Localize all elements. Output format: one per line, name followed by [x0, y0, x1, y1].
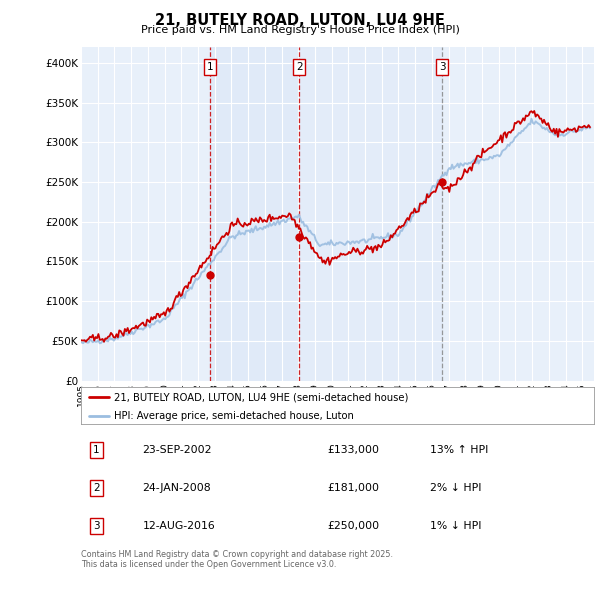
Text: £133,000: £133,000 [327, 445, 379, 455]
Text: 24-JAN-2008: 24-JAN-2008 [143, 483, 211, 493]
Text: 1% ↓ HPI: 1% ↓ HPI [430, 521, 481, 531]
Text: 2: 2 [296, 62, 302, 72]
Text: 3: 3 [439, 62, 446, 72]
Text: 23-SEP-2002: 23-SEP-2002 [143, 445, 212, 455]
Text: 2: 2 [93, 483, 100, 493]
Text: 1: 1 [207, 62, 214, 72]
Text: Contains HM Land Registry data © Crown copyright and database right 2025.
This d: Contains HM Land Registry data © Crown c… [81, 550, 393, 569]
Text: Price paid vs. HM Land Registry's House Price Index (HPI): Price paid vs. HM Land Registry's House … [140, 25, 460, 35]
Text: 13% ↑ HPI: 13% ↑ HPI [430, 445, 488, 455]
Bar [210, 47, 299, 381]
Bar [299, 47, 442, 381]
Text: 12-AUG-2016: 12-AUG-2016 [143, 521, 215, 531]
Text: 1: 1 [93, 445, 100, 455]
Text: HPI: Average price, semi-detached house, Luton: HPI: Average price, semi-detached house,… [115, 411, 354, 421]
Text: 2% ↓ HPI: 2% ↓ HPI [430, 483, 481, 493]
Text: 21, BUTELY ROAD, LUTON, LU4 9HE (semi-detached house): 21, BUTELY ROAD, LUTON, LU4 9HE (semi-de… [115, 392, 409, 402]
Text: £181,000: £181,000 [327, 483, 379, 493]
Text: 3: 3 [93, 521, 100, 531]
Text: 21, BUTELY ROAD, LUTON, LU4 9HE: 21, BUTELY ROAD, LUTON, LU4 9HE [155, 13, 445, 28]
Text: £250,000: £250,000 [327, 521, 379, 531]
